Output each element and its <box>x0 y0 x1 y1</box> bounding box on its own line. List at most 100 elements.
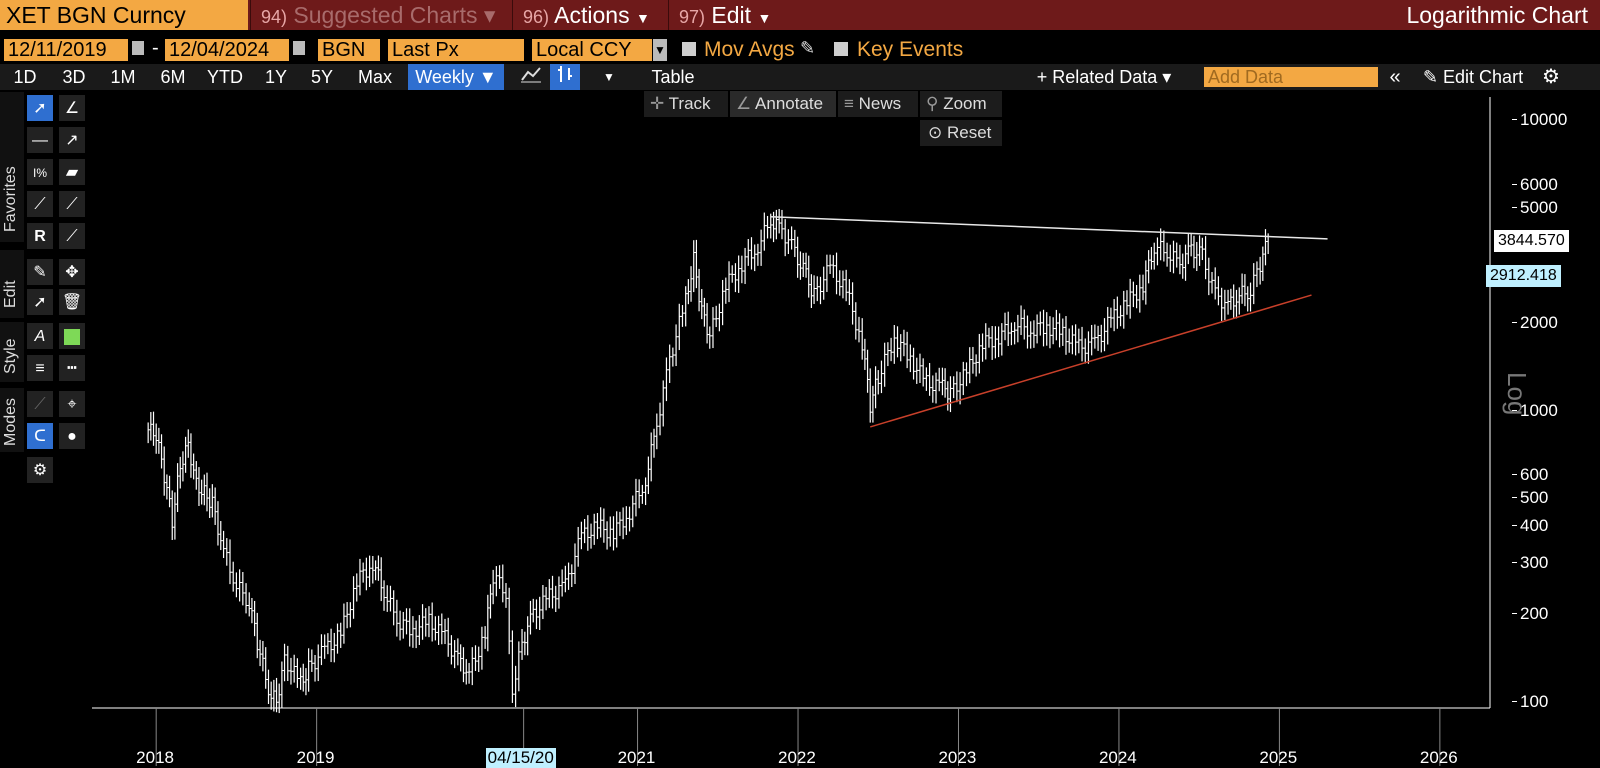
chevron-down-icon: ▼ <box>635 10 650 26</box>
track-label: Track <box>668 94 711 113</box>
annotate-button[interactable]: ∠ Annotate <box>730 91 836 117</box>
y-tick-label: 200 <box>1511 603 1549 623</box>
edit-button[interactable]: 97) Edit ▼ <box>668 0 783 30</box>
news-label: News <box>858 94 902 113</box>
magnet-icon[interactable]: ᑕ <box>26 422 54 450</box>
chevron-down-icon[interactable]: ▼ <box>653 39 667 61</box>
crosshair-icon: ✛ <box>650 94 665 113</box>
line-tool-icon[interactable]: ⟋ <box>58 222 86 250</box>
edit-chart-label: Edit Chart <box>1443 67 1524 87</box>
magnifier-icon: ⚲ <box>926 94 939 113</box>
annotate-label: Annotate <box>755 94 824 113</box>
calendar-icon[interactable] <box>293 41 305 55</box>
percent-icon[interactable]: I% <box>26 158 54 186</box>
pencil-icon: ✎ <box>1422 67 1439 87</box>
ticker-field[interactable]: XET BGN Curncy <box>0 0 248 30</box>
modes-tab[interactable]: Modes <box>0 388 24 452</box>
move-icon[interactable]: ✥ <box>58 258 86 286</box>
style-tab[interactable]: Style <box>0 322 24 382</box>
add-data-input[interactable]: Add Data <box>1204 67 1378 87</box>
gear-icon[interactable]: ⚙ <box>1542 66 1560 88</box>
x-tick-label: 2026 <box>1419 748 1458 767</box>
zoom-label: Zoom <box>943 94 987 113</box>
actions-label: Actions <box>554 2 630 28</box>
range-3d[interactable]: 3D <box>62 67 86 87</box>
eraser-icon[interactable]: ⟋ <box>26 390 54 418</box>
crosshair-plus-icon[interactable]: ⌖ <box>58 390 86 418</box>
pointer-icon[interactable]: ➚ <box>26 94 54 122</box>
source-input[interactable]: BGN <box>318 39 380 61</box>
select-add-icon[interactable]: ➚ <box>26 288 54 316</box>
y-tick-label: 5000 <box>1512 197 1558 217</box>
range-1y[interactable]: 1Y <box>264 67 288 87</box>
y-tick-label: 6000 <box>1512 174 1558 194</box>
calendar-icon[interactable] <box>132 41 144 55</box>
range-ytd[interactable]: YTD <box>207 67 243 87</box>
chevron-down-icon: ▼ <box>757 10 772 26</box>
x-tick-label: 2023 <box>938 748 977 767</box>
bar-chart-icon[interactable] <box>550 64 580 90</box>
segment-icon[interactable]: ⟋ <box>26 190 54 218</box>
colors-icon[interactable]: ● <box>58 422 86 450</box>
annotate-icon: ∠ <box>736 94 752 113</box>
color-swatch-icon[interactable] <box>58 322 86 350</box>
start-date-input[interactable]: 12/11/2019 <box>4 39 128 61</box>
zoom-button[interactable]: ⚲ Zoom <box>920 91 1002 117</box>
alt-price-tag: 2912.418 <box>1486 264 1561 287</box>
related-data-button[interactable]: + Related Data ▾ <box>1036 67 1172 87</box>
draw-icon[interactable]: ∠ <box>58 94 86 122</box>
range-1d[interactable]: 1D <box>13 67 37 87</box>
x-tick-label: 2021 <box>617 748 656 767</box>
reset-label: Reset <box>946 123 992 142</box>
text-style-icon[interactable]: A <box>26 322 54 350</box>
reset-button[interactable]: ⊙ Reset <box>920 120 1002 146</box>
collapse-icon[interactable]: « <box>1389 66 1401 88</box>
settings-gear-icon[interactable]: ⚙ <box>26 456 54 484</box>
y-tick-label: 100 <box>1511 691 1549 711</box>
actions-num: 96) <box>523 7 550 27</box>
polyline-icon[interactable]: ↗ <box>58 126 86 154</box>
range-6m[interactable]: 6M <box>160 67 186 87</box>
table-button[interactable]: Table <box>651 67 695 87</box>
pencil-icon[interactable]: ✎ <box>800 38 816 58</box>
chevron-down-icon: ▾ <box>483 2 496 28</box>
end-date-input[interactable]: 12/04/2024 <box>165 39 289 61</box>
key-events-checkbox[interactable] <box>834 42 848 56</box>
chevron-down-icon[interactable]: ▼ <box>603 70 615 84</box>
news-button[interactable]: ≡ News <box>838 91 918 117</box>
x-tick-label: 2025 <box>1259 748 1298 767</box>
line-chart-icon[interactable] <box>516 64 546 90</box>
ray-icon[interactable]: ⟋ <box>58 190 86 218</box>
period-select[interactable]: Weekly ▼ <box>408 64 504 90</box>
range-5y[interactable]: 5Y <box>310 67 334 87</box>
x-tick-label: 2022 <box>778 748 816 767</box>
edit-tab[interactable]: Edit <box>0 250 24 318</box>
hline-icon[interactable]: — <box>26 126 54 154</box>
actions-button[interactable]: 96) Actions ▼ <box>512 0 667 30</box>
trash-icon[interactable]: 🗑 <box>58 288 86 316</box>
suggested-charts-button[interactable]: 94) Suggested Charts ▾ <box>250 0 512 30</box>
currency-select[interactable]: Local CCY <box>532 39 652 61</box>
mov-avgs-checkbox[interactable] <box>682 42 696 56</box>
favorites-tab[interactable]: Favorites <box>0 92 24 242</box>
chart-title: Logarithmic Chart <box>1406 2 1588 28</box>
y-tick-label: 400 <box>1511 516 1549 536</box>
channel-icon[interactable]: ▰ <box>58 158 86 186</box>
line-weight-icon[interactable]: ≡ <box>26 354 54 382</box>
mov-avgs-label[interactable]: Mov Avgs <box>704 38 795 61</box>
key-events-label[interactable]: Key Events <box>857 38 964 61</box>
track-button[interactable]: ✛ Track <box>644 91 728 117</box>
field-input[interactable]: Last Px <box>388 39 524 61</box>
line-dash-icon[interactable]: ┅ <box>58 354 86 382</box>
regression-icon[interactable]: R <box>26 222 54 250</box>
brush-icon[interactable]: ✎ <box>26 258 54 286</box>
range-1m[interactable]: 1M <box>110 67 136 87</box>
x-tick-label: 2024 <box>1098 748 1137 767</box>
x-tick-label: 2019 <box>296 748 335 767</box>
edit-num: 97) <box>679 7 706 27</box>
edit-chart-button[interactable]: ✎ Edit Chart <box>1414 64 1532 90</box>
range-max[interactable]: Max <box>357 67 392 87</box>
y-tick-label: 600 <box>1511 465 1549 485</box>
trendline-red <box>870 294 1312 428</box>
